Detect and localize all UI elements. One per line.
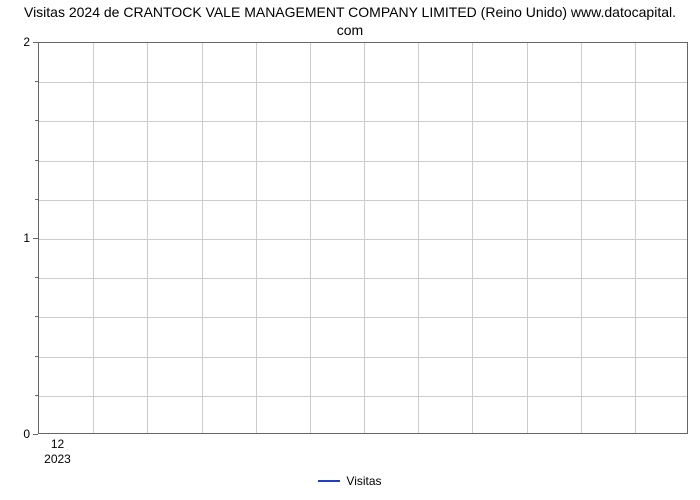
ytick-mark — [33, 238, 38, 239]
gridline-horizontal-minor — [39, 317, 687, 318]
legend: Visitas — [0, 474, 700, 488]
chart-container: { "chart": { "type": "line", "title_line… — [0, 0, 700, 500]
xyear-label: 2023 — [44, 452, 71, 466]
yminor-mark — [35, 81, 38, 82]
chart-title: Visitas 2024 de CRANTOCK VALE MANAGEMENT… — [0, 4, 700, 39]
plot-area — [38, 42, 688, 434]
yminor-mark — [35, 356, 38, 357]
yminor-mark — [35, 199, 38, 200]
gridline-horizontal-minor — [39, 82, 687, 83]
gridline-horizontal-minor — [39, 396, 687, 397]
gridline-horizontal-minor — [39, 278, 687, 279]
ytick-mark — [33, 434, 38, 435]
gridline-vertical — [93, 43, 94, 433]
yminor-mark — [35, 277, 38, 278]
gridline-horizontal-minor — [39, 161, 687, 162]
yminor-mark — [35, 120, 38, 121]
gridline-vertical — [147, 43, 148, 433]
xtick-label: 12 — [51, 437, 64, 451]
ytick-mark — [33, 42, 38, 43]
ytick-label: 1 — [10, 231, 30, 245]
yminor-mark — [35, 395, 38, 396]
chart-title-line2: com — [337, 22, 363, 38]
yminor-mark — [35, 316, 38, 317]
ytick-label: 2 — [10, 35, 30, 49]
gridline-vertical — [527, 43, 528, 433]
gridline-horizontal-minor — [39, 200, 687, 201]
chart-title-line1: Visitas 2024 de CRANTOCK VALE MANAGEMENT… — [24, 4, 676, 20]
gridline-vertical — [472, 43, 473, 433]
gridline-vertical — [581, 43, 582, 433]
gridline-vertical — [364, 43, 365, 433]
legend-label: Visitas — [346, 474, 381, 488]
gridline-horizontal-minor — [39, 121, 687, 122]
gridline-vertical — [310, 43, 311, 433]
gridline-vertical — [635, 43, 636, 433]
gridline-vertical — [256, 43, 257, 433]
gridline-horizontal — [39, 239, 687, 240]
gridline-horizontal-minor — [39, 357, 687, 358]
gridline-vertical — [202, 43, 203, 433]
ytick-label: 0 — [10, 427, 30, 441]
yminor-mark — [35, 160, 38, 161]
legend-swatch — [318, 480, 340, 482]
gridline-vertical — [418, 43, 419, 433]
